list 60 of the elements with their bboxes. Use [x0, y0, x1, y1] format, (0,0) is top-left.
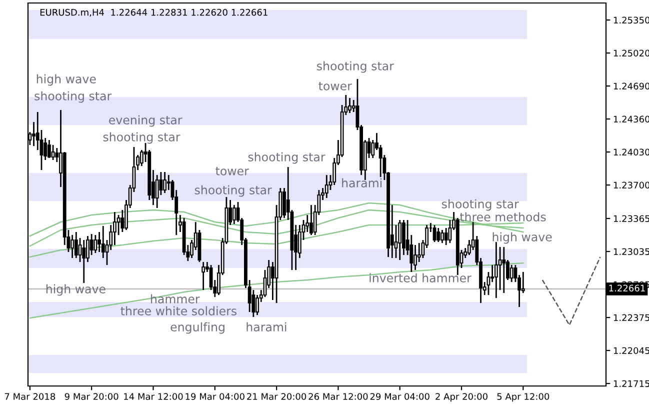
- candlestick: [70, 234, 74, 259]
- annotation: high wave: [46, 284, 106, 296]
- x-tick-label: 5 Apr 12:00: [497, 393, 550, 402]
- y-tick-label: 1.21715: [614, 380, 649, 388]
- candlestick: [82, 239, 86, 284]
- candlestick: [436, 227, 440, 243]
- annotation: engulfing: [170, 322, 224, 334]
- candlestick: [163, 171, 167, 194]
- annotation: high wave: [36, 74, 96, 86]
- candlestick: [232, 204, 236, 225]
- annotation: tower: [216, 166, 249, 176]
- candlestick: [155, 174, 159, 209]
- candlestick: [90, 233, 94, 256]
- y-tick-label: 1.23365: [614, 215, 649, 222]
- annotation: high wave: [492, 232, 552, 244]
- annotation: hammer: [151, 294, 200, 304]
- annotation: shooting star: [103, 132, 180, 144]
- y-tick-label: 1.22375: [614, 314, 649, 322]
- annotation: three methods: [460, 212, 546, 222]
- x-tick-label: 7 Mar 2018: [4, 393, 56, 400]
- annotation: inverted hammer: [370, 273, 472, 282]
- candlestick: [202, 261, 206, 291]
- annotation: harami: [246, 322, 286, 332]
- x-tick-label: 2 Apr 20:00: [436, 393, 488, 402]
- candlestick: [440, 229, 444, 244]
- annotation: shooting star: [34, 91, 112, 103]
- candlestick: [112, 211, 116, 246]
- annotation: shooting star: [317, 61, 394, 73]
- text: EURUSD.m,H4 1.22644 1.22831 1.22620 1.22661: [40, 8, 268, 17]
- x-tick-label: 9 Mar 20:00: [64, 393, 118, 400]
- x-tick-label: 21 Mar 20:00: [247, 393, 306, 400]
- candlestick: [510, 264, 514, 283]
- candlestick: [444, 227, 448, 246]
- candlestick: [348, 97, 352, 114]
- candlestick: [159, 171, 163, 196]
- annotation: tower: [318, 82, 352, 90]
- candlestick: [398, 219, 402, 261]
- annotation: harami: [342, 178, 382, 188]
- y-tick-label: 1.23035: [614, 248, 649, 256]
- candlestick: [256, 294, 259, 316]
- candlestick: [32, 121, 36, 147]
- annotation: evening star: [109, 115, 182, 127]
- annotation: shooting star: [248, 152, 326, 164]
- candlestick: [502, 246, 506, 294]
- candlestick: [51, 144, 55, 161]
- x-tick-label: 29 Mar 04:00: [370, 393, 430, 400]
- line-series: [29, 262, 524, 319]
- candlestick: [94, 234, 98, 254]
- annotation: shooting star: [194, 185, 272, 197]
- y-tick-label: 1.22045: [614, 347, 649, 354]
- candlestick: [47, 139, 51, 159]
- candlestick: [324, 174, 328, 199]
- annotation: three white soldiers: [120, 306, 236, 316]
- x-tick-label: 14 Mar 12:00: [124, 393, 183, 400]
- candlestick: [310, 204, 313, 236]
- candlestick: [74, 231, 78, 259]
- x-tick-label: 26 Mar 12:00: [308, 393, 368, 400]
- x-tick-label: 19 Mar 04:00: [186, 393, 244, 400]
- annotation: shooting star: [442, 199, 519, 211]
- candlestick: [417, 242, 421, 263]
